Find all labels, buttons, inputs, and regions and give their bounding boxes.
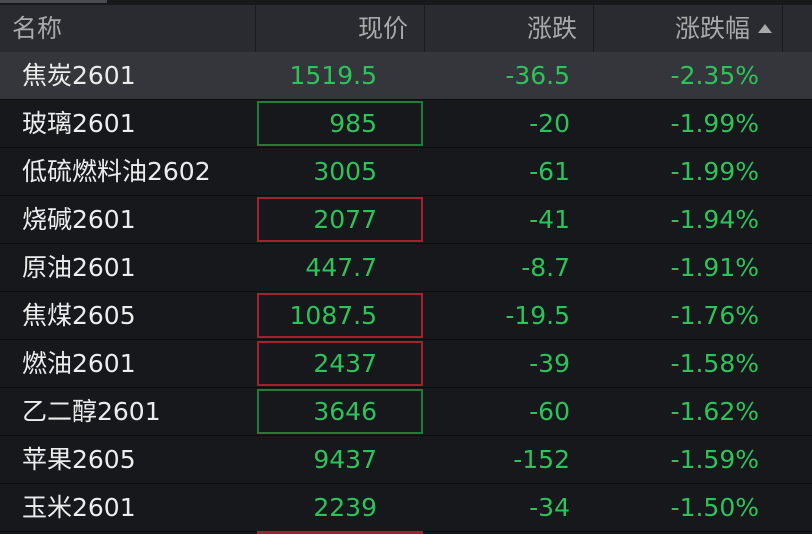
price-change: -41 — [529, 205, 570, 234]
table-header: 名称 现价 涨跌 涨跌幅 — [0, 5, 812, 52]
table-row[interactable]: 玻璃2601 985 -20 -1.99% — [0, 100, 812, 148]
column-header-extra — [783, 5, 812, 52]
sort-ascending-icon — [758, 24, 772, 33]
table-row[interactable]: 焦煤2605 1087.5 -19.5 -1.76% — [0, 292, 812, 340]
price-flash-box — [257, 101, 423, 146]
contract-name: 低硫燃料油2602 — [22, 157, 211, 186]
percent-change: -1.76% — [670, 301, 759, 330]
last-price: 2077 — [313, 205, 377, 234]
percent-change: -1.99% — [670, 157, 759, 186]
active-tab-indicator — [0, 0, 107, 3]
table-row[interactable]: 燃油2601 2437 -39 -1.58% — [0, 340, 812, 388]
last-price: 1087.5 — [289, 301, 377, 330]
price-change: -152 — [513, 445, 570, 474]
contract-name: 燃油2601 — [22, 349, 136, 378]
price-change: -34 — [529, 493, 570, 522]
last-price: 985 — [329, 109, 377, 138]
contract-name: 焦炭2601 — [22, 61, 136, 90]
percent-change: -1.91% — [670, 253, 759, 282]
header-name-label: 名称 — [12, 14, 63, 43]
table-row[interactable]: 焦炭2601 1519.5 -36.5 -2.35% — [0, 52, 812, 100]
column-header-price[interactable]: 现价 — [256, 5, 425, 52]
contract-name: 烧碱2601 — [22, 205, 136, 234]
percent-change: -1.58% — [670, 349, 759, 378]
table-row[interactable]: 乙二醇2601 3646 -60 -1.62% — [0, 388, 812, 436]
table-row[interactable]: 烧碱2601 2077 -41 -1.94% — [0, 196, 812, 244]
price-change: -20 — [529, 109, 570, 138]
last-price: 2437 — [313, 349, 377, 378]
percent-change: -1.62% — [670, 397, 759, 426]
price-change: -8.7 — [521, 253, 570, 282]
last-price: 3646 — [313, 397, 377, 426]
contract-name: 苹果2605 — [22, 445, 136, 474]
last-price: 1519.5 — [289, 61, 377, 90]
last-price: 9437 — [313, 445, 377, 474]
percent-change: -1.59% — [670, 445, 759, 474]
top-strip — [0, 0, 812, 5]
price-flash-box — [257, 389, 423, 434]
header-change-label: 涨跌 — [526, 14, 577, 43]
price-change: -36.5 — [505, 61, 570, 90]
percent-change: -2.35% — [670, 61, 759, 90]
column-header-name[interactable]: 名称 — [0, 5, 256, 52]
last-price: 447.7 — [305, 253, 377, 282]
table-row[interactable]: 原油2601 447.7 -8.7 -1.91% — [0, 244, 812, 292]
table-row[interactable]: 低硫燃料油2602 3005 -61 -1.99% — [0, 148, 812, 196]
header-pct-label: 涨跌幅 — [674, 14, 750, 43]
percent-change: -1.94% — [670, 205, 759, 234]
next-row-flash-box — [257, 531, 423, 534]
price-change: -61 — [529, 157, 570, 186]
contract-name: 乙二醇2601 — [22, 397, 161, 426]
last-price: 3005 — [313, 157, 377, 186]
header-price-label: 现价 — [357, 14, 408, 43]
column-header-pct[interactable]: 涨跌幅 — [594, 5, 783, 52]
price-flash-box — [257, 197, 423, 242]
column-header-change[interactable]: 涨跌 — [425, 5, 594, 52]
price-change: -39 — [529, 349, 570, 378]
price-change: -19.5 — [505, 301, 570, 330]
price-change: -60 — [529, 397, 570, 426]
contract-name: 玻璃2601 — [22, 109, 136, 138]
contract-name: 焦煤2605 — [22, 301, 136, 330]
table-row[interactable]: 玉米2601 2239 -34 -1.50% — [0, 484, 812, 532]
table-row[interactable]: 苹果2605 9437 -152 -1.59% — [0, 436, 812, 484]
price-flash-box — [257, 293, 423, 338]
percent-change: -1.99% — [670, 109, 759, 138]
last-price: 2239 — [313, 493, 377, 522]
contract-name: 原油2601 — [22, 253, 136, 282]
percent-change: -1.50% — [670, 493, 759, 522]
contract-name: 玉米2601 — [22, 493, 136, 522]
price-flash-box — [257, 341, 423, 386]
